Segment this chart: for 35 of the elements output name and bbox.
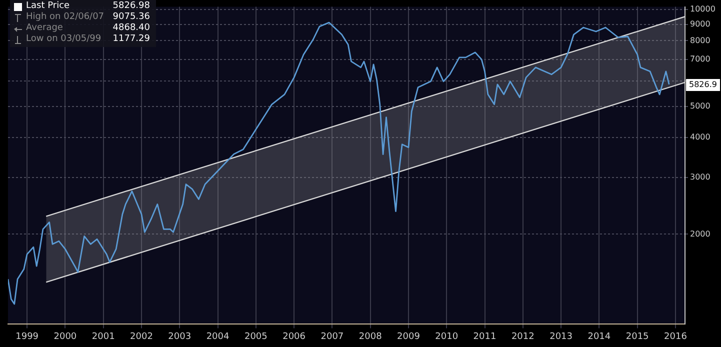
x-tick-label: 2008 (358, 332, 382, 342)
x-tick-label: 2001 (92, 332, 115, 342)
y-tick-label: 8000 (690, 36, 710, 45)
annotation: 5826.98 (112, 1, 150, 12)
annotation: 4868.40 (112, 23, 150, 34)
x-tick-label: 2013 (550, 332, 572, 342)
y-tick-label: 9000 (690, 19, 710, 28)
annotation: 5826.9 (689, 80, 717, 90)
y-tick-label: 5000 (690, 101, 710, 110)
y-tick-label: 2000 (690, 229, 710, 238)
x-tick-label: 2012 (511, 332, 534, 342)
x-tick-label: 2009 (397, 332, 420, 342)
y-tick-label: 4000 (690, 132, 710, 142)
x-tick-label: 2015 (626, 332, 649, 342)
annotation: Average (26, 23, 64, 34)
x-tick-label: 2006 (282, 332, 306, 342)
annotation: 1177.29 (112, 34, 150, 45)
x-tick-label: 2003 (168, 332, 192, 342)
x-tick-label: 2010 (435, 332, 458, 342)
y-tick-label: 7000 (690, 54, 710, 64)
y-tick-label: 3000 (690, 172, 710, 182)
x-tick-label: 2000 (54, 332, 77, 342)
y-tick-label: 10000 (690, 4, 716, 14)
annotation: Low on 03/05/99 (26, 34, 102, 45)
x-tick-label: 2011 (473, 332, 496, 342)
x-tick-label: 2016 (664, 332, 688, 342)
annotation: High on 02/06/07 (26, 12, 106, 23)
x-tick-label: 2007 (320, 332, 344, 342)
text: Last Price (26, 1, 71, 12)
x-tick-label: 2004 (206, 332, 230, 342)
x-tick-label: 2014 (588, 332, 611, 342)
x-tick-label: 1999 (16, 332, 39, 342)
x-tick-label: 2005 (244, 332, 268, 342)
x-tick-label: 2002 (130, 332, 153, 342)
annotation: 9075.36 (112, 12, 150, 23)
